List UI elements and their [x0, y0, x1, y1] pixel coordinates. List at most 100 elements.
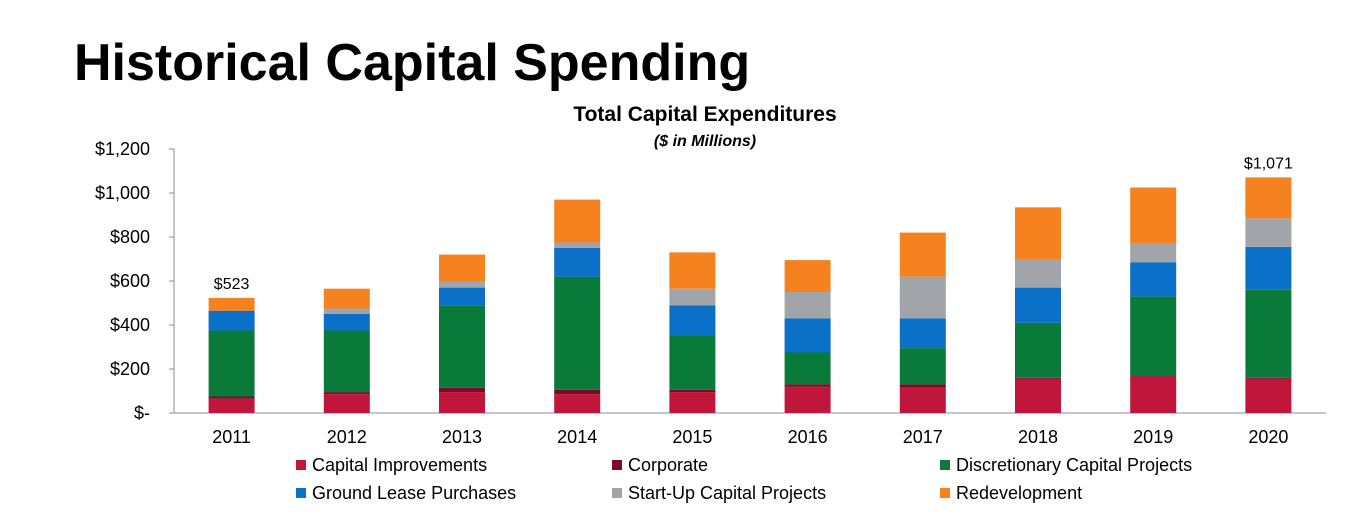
bar-segment-redevelopment	[899, 232, 946, 277]
bar-segment-discretionary-capital-projects	[439, 305, 485, 388]
legend-item: Start-Up Capital Projects	[612, 480, 826, 506]
total-data-label: $1,071	[1244, 155, 1293, 172]
bar-segment-discretionary-capital-projects	[554, 276, 601, 390]
bar-segment-discretionary-capital-projects	[323, 330, 370, 393]
bar-segment-capital-improvements	[669, 392, 716, 413]
y-tick-label: $600	[110, 271, 150, 291]
bar-segment-redevelopment	[1245, 177, 1292, 219]
x-tick-label: 2012	[327, 427, 367, 447]
chart-title: Total Capital Expenditures	[573, 103, 837, 126]
bar-segment-redevelopment	[439, 254, 485, 281]
x-tick-label: 2017	[903, 427, 943, 447]
legend-swatch	[940, 488, 950, 498]
bar-segment-start-up-capital-projects	[1245, 218, 1292, 247]
chart-legend: Capital Improvements Corporate Discretiona…	[296, 452, 1356, 508]
bar-segment-start-up-capital-projects	[323, 308, 370, 314]
bar-segment-corporate	[1015, 377, 1061, 379]
bar-segment-corporate	[439, 387, 485, 393]
bar-segment-discretionary-capital-projects	[669, 336, 716, 390]
legend-swatch	[296, 488, 306, 498]
bar-segment-ground-lease-purchases	[439, 287, 485, 306]
legend-label: Discretionary Capital Projects	[956, 454, 1193, 475]
x-tick-label: 2011	[212, 427, 251, 447]
legend-swatch	[612, 460, 622, 470]
bar-segment-ground-lease-purchases	[784, 318, 831, 353]
x-tick-label: 2016	[788, 427, 828, 447]
y-tick-label: $1,200	[95, 139, 150, 159]
bar-segment-redevelopment	[784, 260, 831, 292]
bar-segment-discretionary-capital-projects	[1015, 322, 1061, 378]
bar-segment-discretionary-capital-projects	[208, 330, 255, 397]
y-tick-label: $1,000	[95, 183, 150, 203]
bar-segment-capital-improvements	[439, 392, 485, 413]
bar-segment-ground-lease-purchases	[208, 310, 255, 331]
bar-segment-capital-improvements	[1245, 378, 1292, 413]
x-tick-label: 2014	[557, 427, 597, 447]
bar-segment-redevelopment	[554, 199, 601, 243]
bar-segment-corporate	[784, 384, 831, 387]
page-title: Historical Capital Spending	[74, 34, 751, 92]
legend-swatch	[940, 460, 950, 470]
bar-segment-start-up-capital-projects	[669, 288, 716, 306]
bar-segment-capital-improvements	[323, 394, 370, 413]
bar-segment-capital-improvements	[784, 386, 831, 413]
bar-segment-corporate	[669, 389, 716, 393]
total-data-label: $523	[214, 276, 250, 293]
legend-item: Corporate	[612, 452, 708, 478]
bar-segment-discretionary-capital-projects	[1245, 289, 1292, 378]
bar-segment-corporate	[1245, 377, 1292, 379]
x-tick-label: 2015	[672, 427, 712, 447]
y-tick-label: $200	[110, 359, 150, 379]
legend-swatch	[612, 488, 622, 498]
bar-segment-discretionary-capital-projects	[1130, 296, 1177, 376]
x-tick-label: 2019	[1133, 427, 1173, 447]
bar-segment-redevelopment	[208, 297, 255, 311]
legend-label: Capital Improvements	[312, 454, 488, 475]
bar-segment-ground-lease-purchases	[554, 248, 601, 277]
bar-segment-start-up-capital-projects	[784, 292, 831, 319]
legend-label: Corporate	[628, 454, 709, 475]
bar-segment-redevelopment	[669, 252, 716, 289]
bar-segment-ground-lease-purchases	[669, 305, 716, 336]
legend-label: Start-Up Capital Projects	[628, 482, 827, 503]
legend-item: Capital Improvements	[296, 452, 487, 478]
bar-segment-ground-lease-purchases	[323, 314, 370, 331]
bar-segment-start-up-capital-projects	[1015, 259, 1061, 288]
bar-segment-corporate	[323, 392, 370, 395]
legend-item: Discretionary Capital Projects	[940, 452, 1192, 478]
bar-segment-capital-improvements	[208, 398, 255, 413]
bar-segment-capital-improvements	[1130, 376, 1177, 413]
x-tick-label: 2018	[1018, 427, 1058, 447]
bar-segment-start-up-capital-projects	[439, 281, 485, 288]
bar-segment-corporate	[208, 396, 255, 399]
y-tick-label: $400	[110, 315, 150, 335]
legend-swatch	[296, 460, 306, 470]
legend-label: Ground Lease Purchases	[312, 482, 517, 503]
legend-label: Redevelopment	[956, 482, 1083, 503]
bar-segment-corporate	[899, 384, 946, 388]
x-tick-label: 2013	[442, 427, 482, 447]
bar-segment-redevelopment	[1130, 187, 1177, 244]
bar-segment-corporate	[1130, 375, 1177, 377]
y-tick-label: $800	[110, 227, 150, 247]
bar-segment-corporate	[554, 389, 601, 395]
bar-segment-start-up-capital-projects	[554, 242, 601, 248]
bar-segment-ground-lease-purchases	[1130, 262, 1177, 297]
bar-segment-start-up-capital-projects	[1130, 243, 1177, 263]
bar-segment-capital-improvements	[1015, 378, 1061, 413]
bar-segment-ground-lease-purchases	[1245, 246, 1292, 290]
legend-item: Ground Lease Purchases	[296, 480, 516, 506]
bar-segment-capital-improvements	[899, 387, 946, 413]
y-tick-label: $-	[134, 403, 150, 423]
bar-segment-capital-improvements	[554, 394, 601, 413]
legend-item: Redevelopment	[940, 480, 1082, 506]
bar-segment-redevelopment	[323, 288, 370, 309]
bar-segment-discretionary-capital-projects	[784, 352, 831, 385]
bar-segment-discretionary-capital-projects	[899, 348, 946, 385]
bar-segment-ground-lease-purchases	[1015, 287, 1061, 323]
bar-segment-start-up-capital-projects	[899, 276, 946, 319]
x-tick-label: 2020	[1248, 427, 1288, 447]
chart-subtitle: ($ in Millions)	[653, 133, 757, 150]
bar-segment-ground-lease-purchases	[899, 318, 946, 349]
